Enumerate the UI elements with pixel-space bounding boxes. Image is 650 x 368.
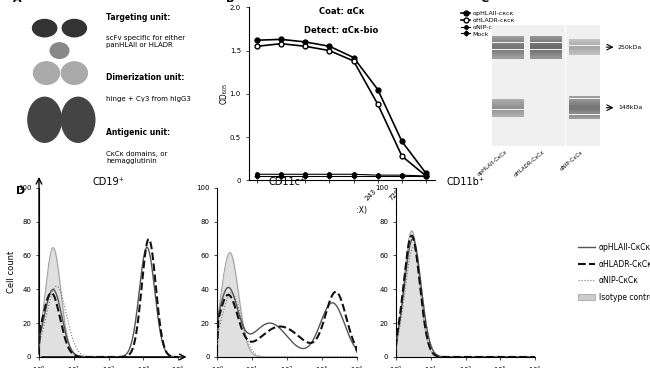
Bar [569, 41, 601, 42]
Bar [569, 39, 601, 40]
Bar [492, 47, 524, 49]
Title: CD11b⁺: CD11b⁺ [447, 177, 485, 187]
Text: D: D [16, 186, 25, 196]
Text: C: C [481, 0, 489, 4]
Text: αNIP-CxCx: αNIP-CxCx [560, 149, 584, 171]
Bar [569, 99, 601, 100]
Bar [492, 104, 524, 106]
Bar [569, 108, 601, 110]
Bar [530, 50, 562, 52]
Bar [569, 106, 601, 107]
Ellipse shape [33, 62, 60, 84]
Bar [492, 112, 524, 113]
Bar [492, 106, 524, 107]
Legend: αpHLAII-cκcκ, αHLADR-cκcκ, αNIP-cκcκ, Mock: αpHLAII-cκcκ, αHLADR-cκcκ, αNIP-cκcκ, Mo… [461, 10, 515, 37]
Ellipse shape [61, 97, 95, 142]
Bar [492, 52, 524, 54]
Y-axis label: Cell count: Cell count [7, 251, 16, 293]
Bar [492, 38, 524, 40]
Bar [492, 50, 524, 52]
Bar [569, 112, 601, 114]
Bar [492, 54, 524, 56]
Bar [569, 49, 601, 50]
Ellipse shape [32, 20, 57, 37]
Bar [492, 113, 524, 115]
Bar [530, 40, 562, 42]
Bar [569, 101, 601, 103]
Bar [569, 50, 601, 52]
Text: B: B [226, 0, 235, 4]
Text: 250kDa: 250kDa [618, 45, 642, 50]
Bar [530, 47, 562, 49]
Bar [569, 52, 601, 53]
Y-axis label: OD₆₀₅: OD₆₀₅ [219, 83, 228, 105]
Bar [492, 108, 524, 109]
Text: αpHLAII-CxCx: αpHLAII-CxCx [476, 149, 508, 177]
Bar [492, 43, 524, 45]
Text: αHLADR-CxCx: αHLADR-CxCx [514, 149, 546, 178]
Text: hinge + Cγ3 from hIgG3: hinge + Cγ3 from hIgG3 [106, 96, 191, 102]
Bar [569, 110, 601, 112]
Bar [492, 36, 524, 38]
Bar [569, 54, 601, 55]
Text: 148kDa: 148kDa [618, 105, 642, 110]
Title: CD11c⁺: CD11c⁺ [268, 177, 306, 187]
Text: A: A [13, 0, 21, 4]
Bar [492, 56, 524, 59]
Bar [569, 115, 601, 117]
Text: Detect: αCκ-bio: Detect: αCκ-bio [304, 26, 379, 35]
Ellipse shape [28, 97, 61, 142]
Bar [530, 45, 562, 47]
Bar [569, 96, 601, 98]
Ellipse shape [50, 43, 69, 59]
Bar [569, 103, 601, 105]
Text: scFv specific for either
panHLAII or HLADR: scFv specific for either panHLAII or HLA… [106, 35, 185, 48]
Text: Coat: αCκ: Coat: αCκ [318, 7, 365, 16]
Bar [492, 100, 524, 102]
Legend: αpHLAII-CκCκ, αHLADR-CκCκ, αNIP-CκCκ, Isotype control: αpHLAII-CκCκ, αHLADR-CκCκ, αNIP-CκCκ, Is… [578, 243, 650, 302]
Text: Targeting unit:: Targeting unit: [106, 13, 170, 22]
Bar [569, 44, 601, 45]
Bar [530, 54, 562, 56]
Bar [530, 52, 562, 54]
Bar [492, 25, 601, 146]
Bar [492, 99, 524, 100]
Bar [492, 45, 524, 47]
X-axis label: Dilution (1:X): Dilution (1:X) [316, 206, 367, 215]
Title: CD19⁺: CD19⁺ [93, 177, 125, 187]
Bar [569, 47, 601, 49]
Bar [530, 56, 562, 59]
Bar [492, 40, 524, 42]
Bar [492, 110, 524, 111]
Bar [569, 117, 601, 119]
Text: Dimerization unit:: Dimerization unit: [106, 73, 185, 82]
Bar [569, 46, 601, 47]
Ellipse shape [62, 20, 86, 37]
Ellipse shape [61, 62, 87, 84]
Bar [492, 115, 524, 117]
Bar [530, 43, 562, 45]
Bar [492, 102, 524, 104]
Bar [569, 42, 601, 44]
Text: Antigenic unit:: Antigenic unit: [106, 128, 170, 137]
Text: CκCκ domains, or
hemagglutinin: CκCκ domains, or hemagglutinin [106, 151, 167, 164]
Bar [530, 36, 562, 38]
Bar [530, 38, 562, 40]
